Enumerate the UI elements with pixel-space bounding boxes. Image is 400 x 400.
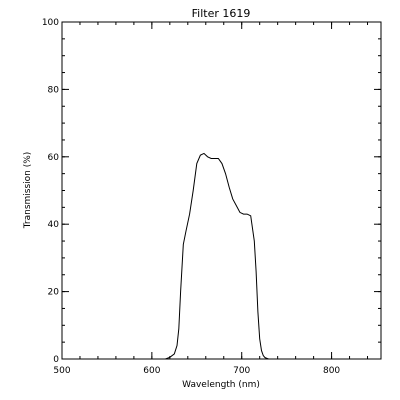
- axis-ticks: [61, 21, 381, 360]
- y-tick-label: 60: [48, 153, 60, 163]
- y-tick-label: 100: [42, 18, 59, 28]
- axis-tick-labels: 500 600 700 800 0 20 40 60 80 100: [42, 18, 341, 376]
- y-tick-label: 20: [48, 288, 60, 298]
- chart-title: Filter 1619: [192, 7, 251, 20]
- plot-frame: [61, 21, 382, 360]
- y-tick-label: 40: [48, 220, 60, 230]
- y-axis-label: Transmission (%): [23, 152, 33, 230]
- y-tick-label: 0: [53, 355, 59, 365]
- x-axis-label: Wavelength (nm): [182, 380, 260, 390]
- x-tick-label: 500: [53, 366, 70, 376]
- x-tick-label: 800: [323, 366, 340, 376]
- transmission-curve: [62, 152, 381, 360]
- x-tick-label: 600: [143, 366, 160, 376]
- x-tick-label: 700: [233, 366, 250, 376]
- y-tick-label: 80: [48, 85, 60, 95]
